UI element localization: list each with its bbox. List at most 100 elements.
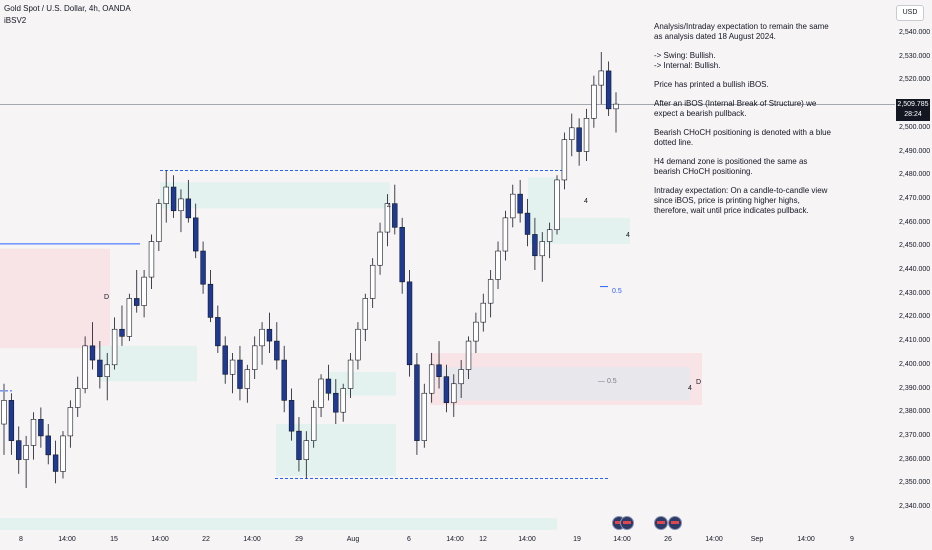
candle-body xyxy=(546,229,553,242)
x-tick-label: 22 xyxy=(202,536,210,543)
candle-body xyxy=(296,430,302,460)
note-line: Bearish CHoCH positioning is denoted wit… xyxy=(654,128,831,147)
candle-body xyxy=(377,231,383,266)
candle-body xyxy=(156,203,162,242)
candle-body xyxy=(60,435,66,472)
x-tick-label: 14:00 xyxy=(518,536,536,543)
x-tick-label: 9 xyxy=(850,536,854,543)
candle-body xyxy=(399,227,405,283)
lines-layer xyxy=(0,104,895,480)
x-tick-label: 19 xyxy=(573,536,581,543)
note-line: H4 demand zone is positioned the same as… xyxy=(654,157,808,176)
x-tick-label: 8 xyxy=(19,536,23,543)
candle-body xyxy=(591,84,597,119)
note-line: -> Swing: Bullish. -> Internal: Bullish. xyxy=(654,51,721,70)
demand-zone xyxy=(276,424,396,477)
candle-body xyxy=(75,388,81,408)
demand-zone xyxy=(440,367,690,401)
event-bar xyxy=(0,518,557,530)
x-tick-label: 12 xyxy=(479,536,487,543)
indicator-name: iBSV2 xyxy=(4,16,27,25)
candle-body xyxy=(178,198,184,212)
candle-body xyxy=(266,328,273,342)
us-flag-event-icon[interactable] xyxy=(654,516,668,530)
candle-body xyxy=(310,407,317,441)
y-tick-label: 2,390.000 xyxy=(899,384,931,392)
candle-body xyxy=(325,378,332,394)
supply-zone xyxy=(0,248,110,349)
candle-body xyxy=(406,281,413,366)
current-price-label: 2,509.785 28:24 xyxy=(896,99,930,121)
candle-body xyxy=(82,345,88,389)
symbol-title: Gold Spot / U.S. Dollar, 4h, OANDA xyxy=(4,4,131,13)
candle-body xyxy=(333,392,339,413)
y-tick-label: 2,450.000 xyxy=(899,242,931,250)
y-tick-label: 2,400.000 xyxy=(899,360,931,368)
y-tick-label: 2,520.000 xyxy=(899,76,931,84)
currency-button[interactable]: USD xyxy=(896,5,924,21)
candle-body xyxy=(104,364,110,377)
candle-body xyxy=(554,179,560,231)
candle-body xyxy=(524,212,531,235)
candle-body xyxy=(384,203,391,233)
candle-body xyxy=(97,359,103,377)
zone-marker: 4 xyxy=(584,198,588,205)
candle-body xyxy=(539,241,545,257)
y-tick-label: 2,480.000 xyxy=(899,171,931,179)
candle-body xyxy=(215,317,221,347)
candle-body xyxy=(259,328,265,347)
y-tick-label: 2,430.000 xyxy=(899,289,931,297)
us-flag-event-icon[interactable] xyxy=(668,516,682,530)
y-tick-label: 2,380.000 xyxy=(899,408,931,416)
candle-body xyxy=(148,241,155,278)
y-tick-label: 2,360.000 xyxy=(899,455,931,463)
candle-body xyxy=(465,340,472,370)
candle-body xyxy=(185,198,192,219)
x-tick-label: 14:00 xyxy=(613,536,631,543)
us-flag-event-icon[interactable] xyxy=(620,516,634,530)
candle-body xyxy=(613,103,619,110)
candle-body xyxy=(532,234,538,257)
y-tick-label: 2,470.000 xyxy=(899,194,931,202)
candle-body xyxy=(487,279,494,304)
candle-body xyxy=(119,328,125,337)
y-tick-label: 2,500.000 xyxy=(899,123,931,131)
zones-layer xyxy=(0,177,702,530)
candle-body xyxy=(392,203,398,228)
candle-body xyxy=(303,440,310,460)
candle-body xyxy=(480,302,486,323)
candle-body xyxy=(23,445,29,460)
y-tick-label: 2,440.000 xyxy=(899,266,931,273)
candle-body xyxy=(1,400,7,425)
candle-body xyxy=(30,419,37,446)
candle-body xyxy=(89,345,96,361)
candle-body xyxy=(473,321,479,342)
candle-body xyxy=(451,383,457,404)
candle-body xyxy=(605,70,612,110)
candle-body xyxy=(163,186,169,204)
y-tick-label: 2,370.000 xyxy=(899,431,931,439)
analysis-note: Analysis/Intraday expectation to remain … xyxy=(654,22,832,225)
note-line: Price has printed a bullish iBOS. xyxy=(654,80,769,89)
demand-zone xyxy=(528,177,558,218)
candle-body xyxy=(38,419,44,437)
zone-marker: 4 xyxy=(626,232,630,239)
y-tick-label: 2,460.000 xyxy=(899,218,931,226)
candle-body xyxy=(428,364,435,394)
note-line: After an iBOS (Internal Break of Structu… xyxy=(654,99,817,118)
candle-body xyxy=(561,139,568,181)
y-tick-label: 2,540.000 xyxy=(899,29,931,36)
y-tick-label: 2,340.000 xyxy=(899,503,931,510)
zone-marker: D xyxy=(104,294,110,301)
y-tick-label: 2,420.000 xyxy=(899,313,931,321)
candle-body xyxy=(134,298,140,306)
candles-layer xyxy=(1,51,619,489)
y-tick-label: 2,350.000 xyxy=(899,479,931,487)
candle-body xyxy=(244,369,251,389)
candle-body xyxy=(288,400,295,432)
fib-label: 0.5 xyxy=(612,288,622,295)
x-tick-label: 14:00 xyxy=(243,536,261,543)
candle-body xyxy=(443,376,450,404)
x-tick-label: 14:00 xyxy=(705,536,723,543)
